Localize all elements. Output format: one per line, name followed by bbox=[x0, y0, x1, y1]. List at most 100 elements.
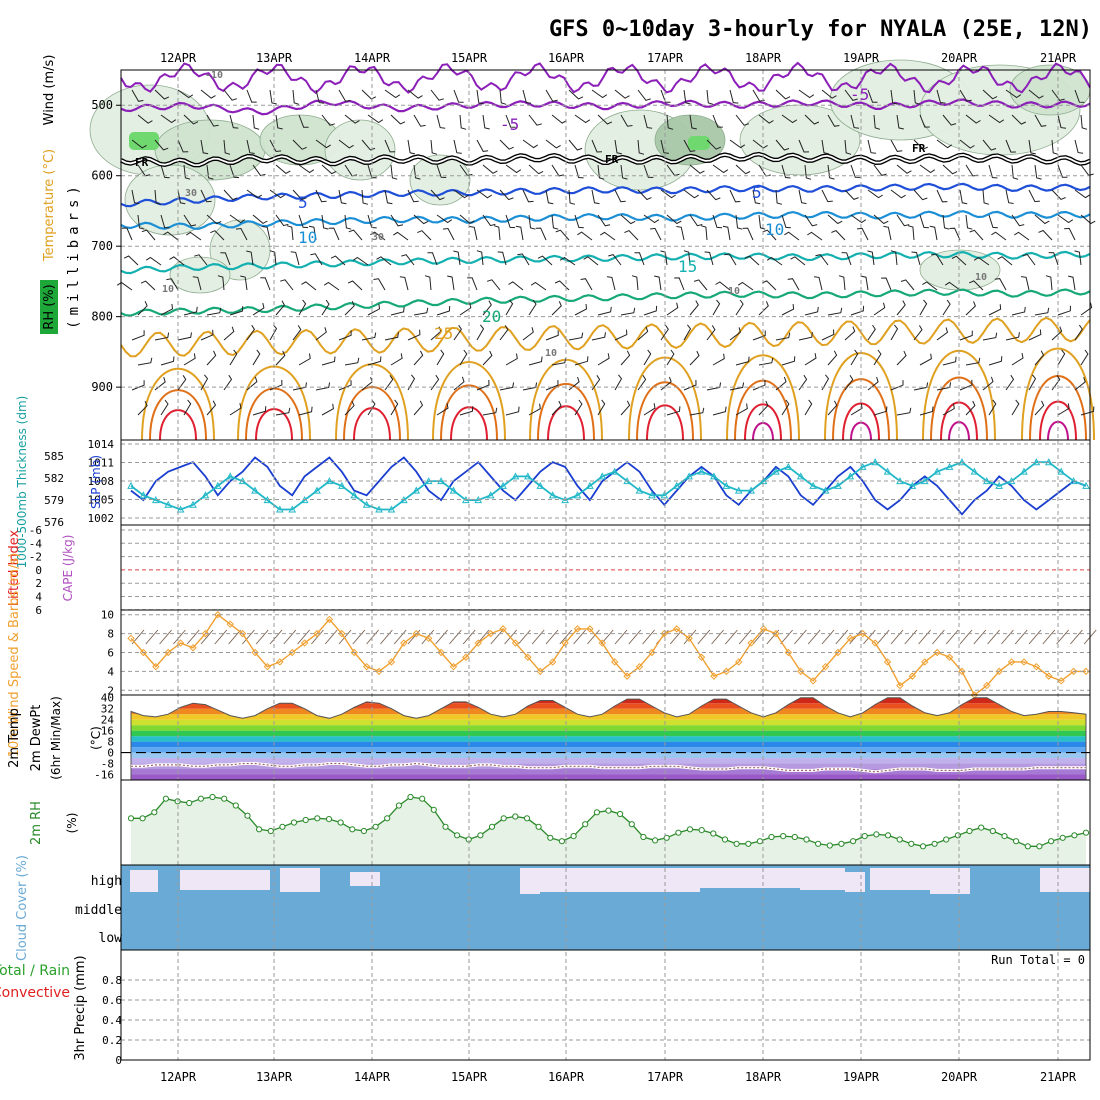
temperature-axis-label: Temperature (°C) bbox=[42, 149, 57, 262]
wind-barb bbox=[321, 299, 330, 316]
wind-barb bbox=[522, 382, 538, 391]
wind-barb bbox=[459, 302, 472, 316]
rh-marker bbox=[1013, 838, 1020, 845]
wind10-marker bbox=[263, 662, 272, 671]
wind-barb bbox=[758, 214, 766, 230]
wind-barb bbox=[223, 374, 233, 391]
temp-tick-label: 40 bbox=[101, 692, 114, 705]
thickness-marker bbox=[908, 481, 917, 489]
wind-barb bbox=[401, 254, 415, 266]
wind-barb bbox=[637, 139, 645, 155]
wind-barb bbox=[493, 225, 501, 241]
wind-barb bbox=[597, 164, 605, 180]
wind10-axis-label: 10m Wind Speed & Barbs (m/s) bbox=[7, 553, 22, 758]
wind-barb bbox=[959, 89, 972, 102]
wind-barb bbox=[620, 350, 631, 366]
wind-barb bbox=[936, 189, 948, 203]
temp-band bbox=[131, 769, 1086, 775]
wind-barb bbox=[919, 214, 929, 229]
rh-marker bbox=[593, 809, 601, 816]
wind-barb bbox=[762, 229, 777, 241]
wind10-marker bbox=[846, 634, 855, 643]
wind-barb bbox=[530, 281, 547, 291]
wind-barb bbox=[328, 227, 340, 241]
wind-barb bbox=[942, 299, 951, 316]
wind-barb bbox=[890, 324, 899, 341]
temp-tick-label: 16 bbox=[101, 725, 114, 738]
wind-barb bbox=[965, 357, 981, 366]
minmax-axis-label: (6hr Min/Max) bbox=[49, 696, 63, 780]
wind-barb bbox=[827, 350, 838, 366]
temp-contour-loop bbox=[159, 409, 197, 441]
cloud-gap bbox=[130, 870, 158, 892]
temp-band bbox=[131, 697, 1086, 704]
wind-barb bbox=[1005, 332, 1020, 341]
wind-barb bbox=[252, 214, 268, 225]
wind-barb bbox=[766, 256, 783, 266]
wind-barb bbox=[781, 304, 795, 316]
wind10-barb bbox=[973, 629, 987, 645]
wind-barb bbox=[482, 164, 498, 174]
cloud-gap bbox=[845, 872, 865, 892]
cloud-gap bbox=[930, 868, 970, 894]
wind-barb bbox=[223, 89, 237, 101]
rh-marker bbox=[978, 824, 985, 831]
temp-contour-loop bbox=[1021, 347, 1095, 441]
wind-barb bbox=[229, 349, 238, 366]
wind-barb bbox=[1051, 189, 1066, 200]
rh-marker bbox=[954, 832, 962, 839]
thickness-marker bbox=[635, 486, 644, 494]
wind10-marker bbox=[325, 615, 334, 624]
wind-barb bbox=[430, 189, 445, 201]
chart-content bbox=[89, 59, 1097, 894]
thickness-marker bbox=[734, 486, 743, 494]
wind-barb bbox=[373, 278, 386, 291]
wind-barb bbox=[154, 139, 169, 151]
rh-marker bbox=[279, 823, 286, 830]
thickness-marker bbox=[573, 491, 582, 499]
wind-barb bbox=[1005, 374, 1015, 391]
wind-barb bbox=[177, 89, 194, 99]
rh-marker bbox=[850, 838, 857, 845]
wind-barb bbox=[200, 189, 212, 203]
wind-barb bbox=[482, 407, 498, 416]
wind-barb bbox=[522, 89, 532, 104]
wind-barb bbox=[229, 403, 242, 416]
wind10-marker bbox=[673, 625, 681, 633]
wind10-marker bbox=[176, 639, 185, 647]
wind10-marker bbox=[474, 639, 482, 647]
isotherm-line bbox=[120, 210, 1091, 230]
thickness-marker bbox=[350, 491, 359, 499]
wind-barb bbox=[551, 400, 562, 416]
wind-barb bbox=[689, 407, 705, 416]
temp-tick-label: -16 bbox=[94, 769, 114, 782]
wind-barb bbox=[931, 253, 944, 266]
wind10-marker bbox=[772, 629, 780, 638]
temp-tick-label: -8 bbox=[101, 758, 114, 771]
wind-barb bbox=[137, 114, 153, 124]
wind-barb bbox=[367, 356, 382, 366]
wind-barb bbox=[528, 214, 536, 230]
wind-barb bbox=[269, 139, 282, 153]
wind-barb bbox=[160, 114, 177, 124]
wind10-marker bbox=[685, 634, 693, 643]
wind-barb bbox=[338, 330, 352, 341]
thickness-marker bbox=[511, 472, 520, 480]
wind-barb bbox=[1074, 324, 1083, 341]
wind-barb bbox=[781, 114, 798, 124]
wind10-marker bbox=[189, 644, 197, 652]
wind-barb bbox=[522, 327, 534, 341]
isotherm-line bbox=[120, 250, 1091, 275]
wind-barb bbox=[505, 114, 516, 128]
wind-barb bbox=[815, 254, 829, 266]
wind-barb bbox=[210, 230, 225, 241]
wind-barb bbox=[597, 214, 611, 227]
cloud-gap bbox=[520, 868, 540, 894]
wind-barb bbox=[798, 332, 813, 341]
wind-barb bbox=[913, 325, 923, 341]
wind-barb bbox=[522, 189, 534, 203]
wind-barb bbox=[873, 349, 882, 366]
wind-barb bbox=[624, 230, 639, 241]
thickness-marker bbox=[995, 481, 1004, 489]
wind-barb bbox=[850, 214, 867, 224]
